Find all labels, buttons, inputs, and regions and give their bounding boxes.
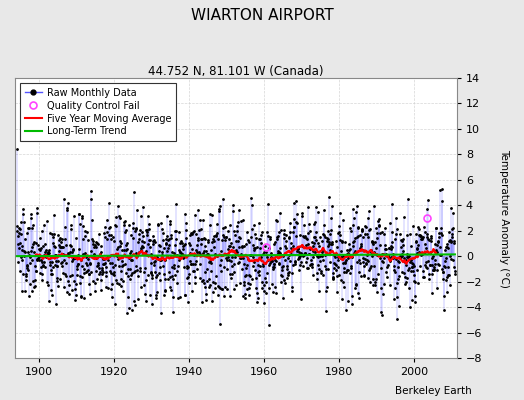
Text: WIARTON AIRPORT: WIARTON AIRPORT (191, 8, 333, 23)
Y-axis label: Temperature Anomaly (°C): Temperature Anomaly (°C) (499, 148, 509, 288)
Title: 44.752 N, 81.101 W (Canada): 44.752 N, 81.101 W (Canada) (148, 65, 324, 78)
Text: Berkeley Earth: Berkeley Earth (395, 386, 472, 396)
Legend: Raw Monthly Data, Quality Control Fail, Five Year Moving Average, Long-Term Tren: Raw Monthly Data, Quality Control Fail, … (20, 83, 177, 141)
